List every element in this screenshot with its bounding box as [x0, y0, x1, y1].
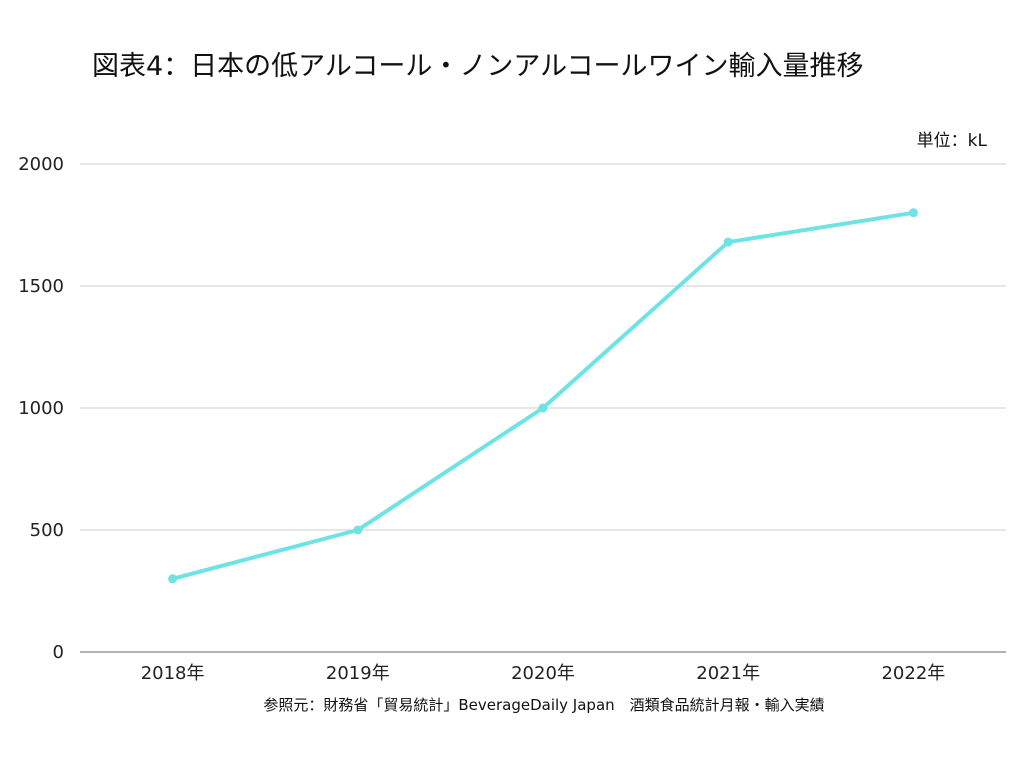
chart-title: 図表4：日本の低アルコール・ノンアルコールワイン輸入量推移 — [92, 51, 864, 82]
data-point-2018年 — [168, 574, 178, 584]
series-line-0 — [170, 210, 916, 581]
data-point-2021年 — [723, 237, 733, 247]
data-point-2019年 — [353, 525, 363, 535]
y-tick-label-2000: 2000 — [18, 154, 64, 175]
y-tick-label-1000: 1000 — [18, 398, 64, 419]
x-tick-label-1: 2019年 — [326, 663, 390, 684]
source-note: 参照元：財務省「貿易統計」BeverageDaily Japan 酒類食品統計月… — [263, 696, 825, 714]
y-tick-label-500: 500 — [30, 520, 64, 541]
x-tick-label-0: 2018年 — [141, 663, 205, 684]
x-tick-label-3: 2021年 — [696, 663, 760, 684]
y-tick-label-0: 0 — [53, 642, 64, 663]
y-tick-label-1500: 1500 — [18, 276, 64, 297]
x-tick-label-4: 2022年 — [881, 663, 945, 684]
unit-label: 単位：kL — [916, 131, 987, 151]
x-tick-label-2: 2020年 — [511, 663, 575, 684]
data-point-2020年 — [538, 403, 548, 413]
data-point-2022年 — [908, 208, 918, 218]
